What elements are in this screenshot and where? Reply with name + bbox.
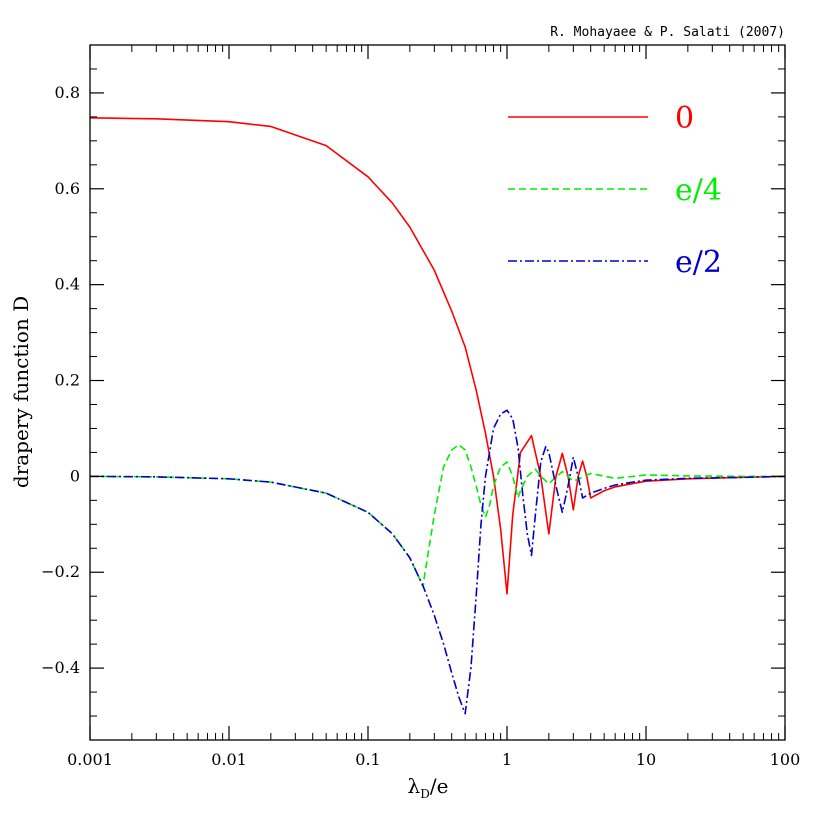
y-tick-label: 0.6 xyxy=(55,179,80,198)
x-axis-label: λD/e xyxy=(408,774,449,801)
y-axis-label: drapery function D xyxy=(9,296,33,488)
x-axis-label-rest: /e xyxy=(430,774,449,798)
x-axis-label-sub: D xyxy=(420,787,430,801)
legend-label-0: 0 xyxy=(675,101,694,136)
plot-frame xyxy=(89,44,786,741)
credit-label: R. Mohayaee & P. Salati (2007) xyxy=(550,25,785,40)
legend: 0 e/4 e/2 xyxy=(508,101,722,280)
x-tick-label: 10 xyxy=(636,750,656,769)
legend-label-2: e/2 xyxy=(675,245,722,280)
y-tick-label: 0.2 xyxy=(55,371,80,390)
x-tick-label: 1 xyxy=(502,750,512,769)
tick-layer: 0.001 0.01 0.1 1 10 100 0.8 0.6 0.4 0.2 0 −0.2 −0.4 xyxy=(41,44,801,769)
x-tick-label: 0.01 xyxy=(211,750,247,769)
series-line-2 xyxy=(90,409,785,715)
series-line-0 xyxy=(90,117,785,595)
y-tick-label: 0 xyxy=(70,466,80,485)
x-tick-label: 0.1 xyxy=(355,750,380,769)
series-layer xyxy=(90,117,785,715)
y-tick-label: −0.2 xyxy=(41,562,80,581)
x-tick-label: 100 xyxy=(770,750,801,769)
y-tick-label: 0.8 xyxy=(55,83,80,102)
legend-label-1: e/4 xyxy=(675,173,722,208)
plot-area xyxy=(90,117,785,715)
x-tick-label: 0.001 xyxy=(67,750,113,769)
series-line-1 xyxy=(90,443,785,588)
y-tick-label: −0.4 xyxy=(41,658,80,677)
y-tick-label: 0.4 xyxy=(55,275,80,294)
x-axis-label-main: λ xyxy=(408,774,421,798)
